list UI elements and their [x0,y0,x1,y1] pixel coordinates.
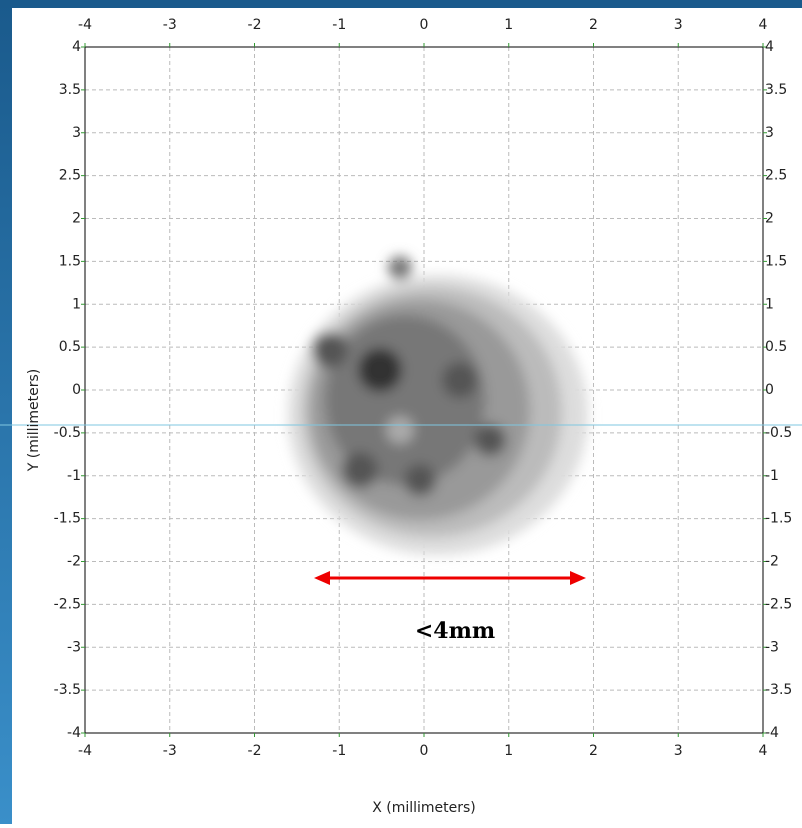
y-axis-label: Y (millimeters) [26,369,42,473]
y-tick-label-right: 2 [765,211,774,227]
y-tick-label: 3 [72,125,81,141]
y-tick-label: 0.5 [59,339,81,355]
y-tick-label: 2.5 [59,168,81,184]
x-tick-label-top: -2 [248,17,262,33]
x-tick-label: -4 [78,743,92,759]
y-tick-label: -2.5 [54,596,81,612]
x-tick-label: 1 [504,743,513,759]
y-tick-label: -3.5 [54,682,81,698]
y-tick-label: 3.5 [59,82,81,98]
x-tick-label: 0 [420,743,429,759]
y-tick-label-right: -1.5 [765,511,792,527]
y-tick-label: -0.5 [54,425,81,441]
y-tick-label-right: -2.5 [765,596,792,612]
x-axis-label: X (millimeters) [372,800,476,816]
y-tick-label-right: 3 [765,125,774,141]
x-tick-label-top: 4 [759,17,768,33]
y-tick-label-right: 0.5 [765,339,787,355]
x-tick-label: -1 [332,743,346,759]
y-tick-label-right: -0.5 [765,425,792,441]
y-tick-label: 0 [72,382,81,398]
x-tick-label-top: 3 [674,17,683,33]
x-tick-label-top: -4 [78,17,92,33]
y-tick-label-right: 1 [765,296,774,312]
y-tick-label-right: -4 [765,725,779,741]
y-tick-label: 4 [72,39,81,55]
x-tick-label: 2 [589,743,598,759]
y-tick-label: 1 [72,296,81,312]
y-tick-label: -2 [67,554,81,570]
y-tick-label-right: -3 [765,639,779,655]
x-tick-label: -3 [163,743,177,759]
y-tick-label-right: -3.5 [765,682,792,698]
y-tick-label: -1.5 [54,511,81,527]
y-tick-label: -1 [67,468,81,484]
x-tick-label-top: -3 [163,17,177,33]
y-tick-label-right: 1.5 [765,253,787,269]
x-tick-label-top: 0 [420,17,429,33]
x-tick-label-top: 1 [504,17,513,33]
y-tick-label-right: 3.5 [765,82,787,98]
y-tick-label: -4 [67,725,81,741]
x-tick-label: 3 [674,743,683,759]
y-tick-label: -3 [67,639,81,655]
beam-profile [288,256,588,555]
x-tick-label-top: -1 [332,17,346,33]
y-tick-label-right: 2.5 [765,168,787,184]
y-tick-label: 1.5 [59,253,81,269]
annotation: <4mm [415,618,495,644]
y-tick-label: 2 [72,211,81,227]
y-tick-label-right: -2 [765,554,779,570]
width-arrow [314,571,586,585]
y-tick-label-right: 0 [765,382,774,398]
x-tick-label: -2 [248,743,262,759]
y-tick-label-right: 4 [765,39,774,55]
y-tick-label-right: -1 [765,468,779,484]
x-tick-label: 4 [759,743,768,759]
x-tick-label-top: 2 [589,17,598,33]
